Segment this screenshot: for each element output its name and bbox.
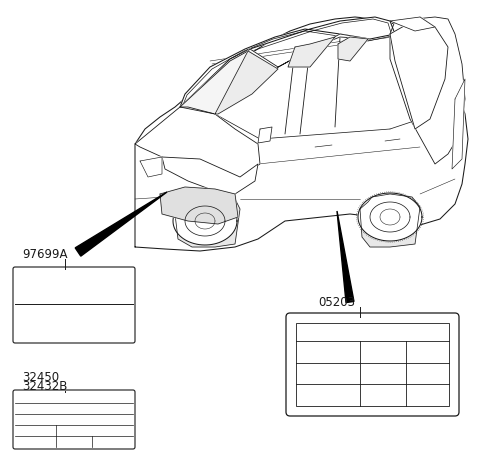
Polygon shape (337, 212, 354, 303)
Polygon shape (338, 38, 368, 62)
Polygon shape (160, 187, 238, 224)
Polygon shape (248, 35, 370, 70)
Polygon shape (135, 108, 260, 185)
Polygon shape (390, 18, 435, 32)
Text: 32432B: 32432B (22, 379, 67, 392)
Polygon shape (180, 52, 275, 115)
Polygon shape (215, 52, 278, 115)
Polygon shape (173, 197, 237, 245)
FancyBboxPatch shape (286, 313, 459, 416)
Polygon shape (358, 193, 422, 242)
FancyBboxPatch shape (13, 390, 135, 449)
Bar (296, 324, 449, 406)
Polygon shape (390, 18, 448, 130)
Polygon shape (135, 18, 468, 252)
Polygon shape (360, 195, 420, 248)
Text: 05203: 05203 (318, 295, 355, 308)
Polygon shape (162, 157, 258, 195)
Text: 32450: 32450 (22, 370, 59, 383)
Polygon shape (75, 192, 167, 257)
Polygon shape (140, 157, 162, 177)
Polygon shape (390, 18, 465, 165)
Polygon shape (452, 80, 465, 170)
Polygon shape (258, 128, 272, 144)
Polygon shape (175, 197, 240, 248)
Polygon shape (180, 18, 395, 108)
Text: 97699A: 97699A (22, 248, 68, 260)
FancyBboxPatch shape (13, 268, 135, 343)
Polygon shape (288, 38, 335, 68)
